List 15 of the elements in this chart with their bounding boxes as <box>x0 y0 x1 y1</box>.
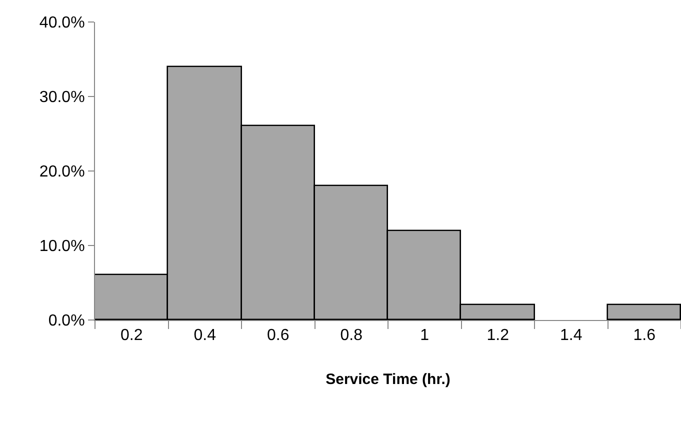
y-tick-label: 10.0% <box>39 238 85 256</box>
y-tick-label: 30.0% <box>39 89 85 106</box>
y-tick-label: 20.0% <box>39 164 85 181</box>
x-tick-label: 1.2 <box>486 327 510 344</box>
x-tick-label: 1.6 <box>633 327 656 344</box>
x-tick-label: 0.6 <box>267 327 290 344</box>
y-tick-label: 40.0% <box>39 14 85 32</box>
x-tick-label: 1.4 <box>560 327 582 344</box>
y-tick-label: 0.0% <box>48 312 85 330</box>
x-tick-label: 0.2 <box>120 327 143 344</box>
x-tick-label: 1 <box>420 327 430 344</box>
x-axis-title: Service Time (hr.) <box>326 371 450 388</box>
bar <box>606 304 681 320</box>
x-tick-label: 0.8 <box>340 327 363 344</box>
x-tick-label: 0.4 <box>194 327 216 344</box>
